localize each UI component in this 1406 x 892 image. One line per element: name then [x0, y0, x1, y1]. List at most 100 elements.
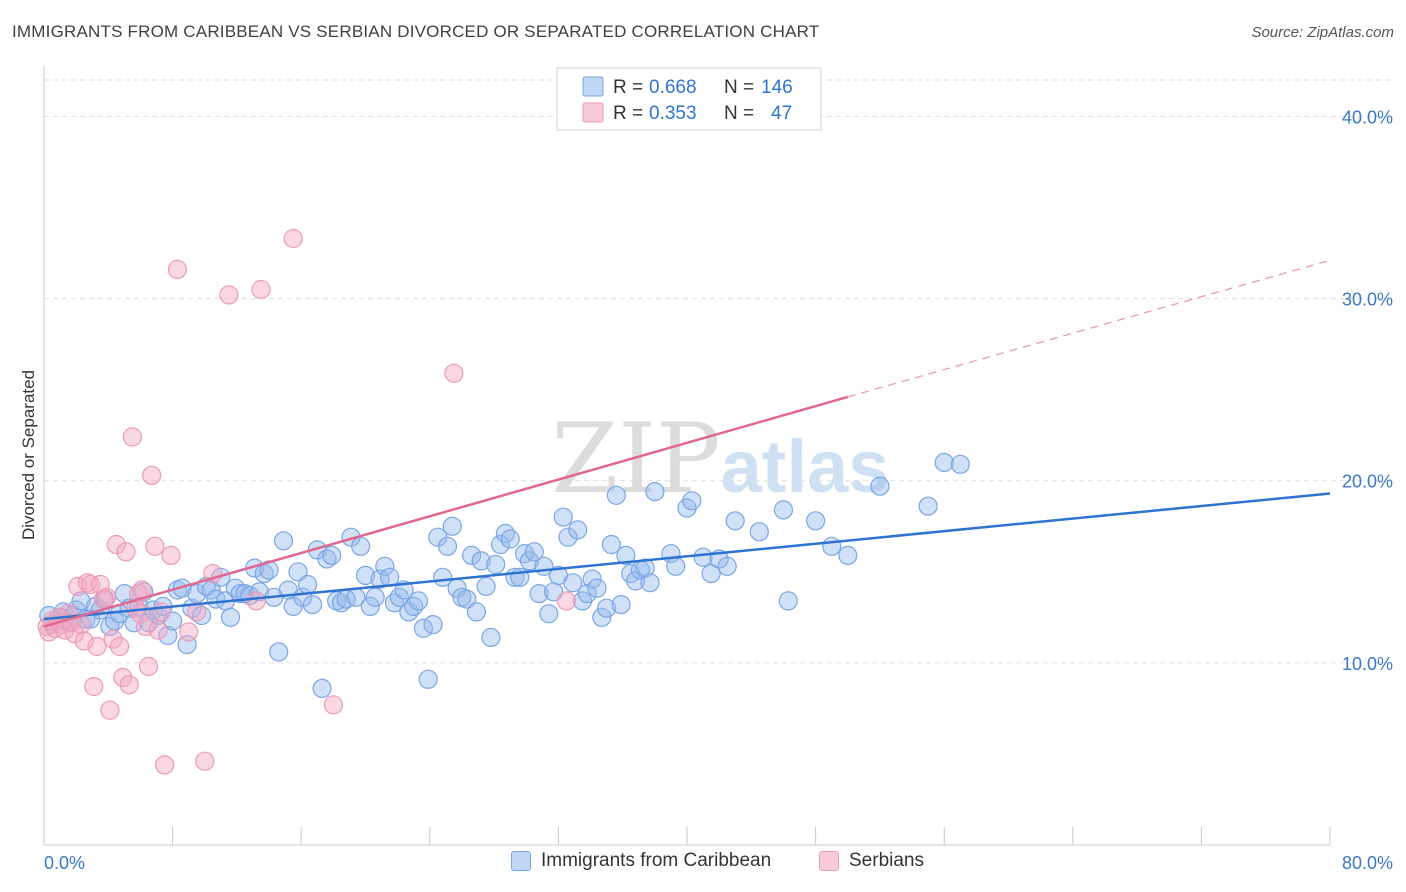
- point-serbians: [283, 228, 303, 249]
- point-caribbean: [749, 522, 769, 542]
- point-serbians: [145, 536, 165, 556]
- point-caribbean: [582, 569, 602, 589]
- point-caribbean: [563, 573, 583, 593]
- point-caribbean: [601, 534, 622, 555]
- point-caribbean: [822, 536, 842, 556]
- legend-swatch-caribbean: [582, 76, 604, 97]
- watermark-atlas: atlas: [721, 425, 890, 508]
- point-caribbean: [558, 527, 578, 547]
- point-caribbean: [596, 598, 617, 618]
- point-serbians: [151, 602, 171, 622]
- point-serbians: [219, 285, 239, 305]
- point-caribbean: [539, 604, 559, 624]
- point-caribbean: [408, 591, 429, 611]
- axes: [43, 66, 1331, 846]
- point-caribbean: [375, 556, 395, 576]
- point-serbians: [74, 631, 94, 651]
- point-serbians: [135, 616, 155, 637]
- point-serbians: [113, 667, 133, 688]
- point-caribbean: [220, 607, 241, 627]
- point-serbians: [444, 363, 464, 383]
- point-caribbean: [529, 583, 549, 604]
- legend-n-value-caribbean: 146: [761, 77, 793, 98]
- watermark-zip: ZIP: [551, 403, 720, 515]
- point-serbians: [122, 427, 142, 447]
- point-caribbean: [298, 574, 318, 595]
- point-caribbean: [682, 491, 702, 511]
- point-caribbean: [269, 642, 289, 662]
- y-tick-label: 10.0%: [1342, 654, 1393, 674]
- point-serbians: [142, 465, 162, 485]
- point-caribbean: [481, 627, 501, 648]
- point-caribbean: [355, 565, 376, 586]
- trend-lines: [43, 259, 1331, 628]
- point-caribbean: [693, 547, 713, 567]
- trendline-caribbean: [43, 492, 1331, 621]
- point-serbians: [116, 542, 136, 562]
- point-caribbean: [302, 594, 323, 615]
- point-serbians: [100, 700, 120, 720]
- y-tick-label: 20.0%: [1342, 472, 1393, 492]
- x-tick-label-max: 80.0%: [1342, 853, 1393, 873]
- legend-r-label-serbians: R =: [613, 103, 643, 124]
- y-tick-label: 40.0%: [1342, 107, 1393, 127]
- point-caribbean: [934, 452, 954, 473]
- point-serbians: [179, 622, 199, 642]
- bottom-legend-item-serbians: Serbians: [819, 850, 924, 872]
- legend-r-label-caribbean: R =: [613, 77, 643, 98]
- point-caribbean: [611, 594, 631, 615]
- point-caribbean: [273, 531, 294, 551]
- bottom-legend-item-caribbean: Immigrants from Caribbean: [511, 850, 771, 872]
- bottom-legend: Immigrants from Caribbean Serbians: [0, 850, 1406, 880]
- bottom-legend-swatch-serbians: [819, 851, 839, 871]
- point-caribbean: [158, 625, 178, 646]
- point-caribbean: [635, 558, 655, 578]
- point-caribbean: [918, 496, 938, 516]
- point-caribbean: [500, 529, 520, 549]
- point-serbians: [187, 602, 207, 622]
- point-caribbean: [773, 500, 794, 520]
- point-caribbean: [457, 589, 477, 609]
- point-serbians: [138, 656, 159, 677]
- y-tick-label: 30.0%: [1342, 290, 1393, 310]
- legend: R = 0.668 N = 146 R = 0.353 N = 47: [556, 67, 822, 131]
- y-axis-label: Divorced or Separated: [19, 370, 38, 540]
- point-caribbean: [870, 476, 890, 496]
- tick-labels: 10.0% 20.0% 30.0% 40.0% 0.0% 80.0%: [44, 107, 1393, 873]
- point-caribbean: [413, 618, 433, 638]
- legend-r-value-serbians: 0.353: [649, 103, 697, 124]
- point-caribbean: [486, 554, 506, 575]
- legend-n-label-serbians: N =: [724, 103, 754, 124]
- point-serbians: [195, 751, 215, 771]
- point-serbians: [87, 636, 107, 657]
- point-serbians: [556, 591, 577, 611]
- bottom-legend-label-serbians: Serbians: [849, 850, 924, 871]
- point-serbians: [84, 676, 104, 697]
- point-caribbean: [437, 536, 458, 556]
- point-caribbean: [418, 669, 438, 689]
- point-caribbean: [288, 562, 308, 582]
- point-caribbean: [312, 678, 332, 699]
- point-caribbean: [778, 591, 798, 611]
- point-caribbean: [476, 576, 496, 597]
- series-serbians-points: [37, 228, 577, 775]
- point-caribbean: [587, 578, 607, 598]
- legend-n-label-caribbean: N =: [724, 77, 754, 98]
- point-caribbean: [466, 602, 486, 622]
- point-serbians: [130, 604, 150, 624]
- point-caribbean: [717, 556, 737, 576]
- point-caribbean: [616, 545, 636, 566]
- point-caribbean: [360, 596, 380, 617]
- point-serbians: [246, 591, 266, 611]
- point-caribbean: [519, 551, 540, 571]
- point-serbians: [97, 587, 117, 607]
- point-caribbean: [201, 580, 221, 600]
- point-caribbean: [524, 542, 544, 562]
- point-caribbean: [805, 511, 826, 531]
- point-caribbean: [423, 614, 443, 635]
- point-serbians: [148, 620, 168, 640]
- point-caribbean: [666, 556, 686, 576]
- point-caribbean: [625, 571, 646, 591]
- point-caribbean: [442, 516, 462, 536]
